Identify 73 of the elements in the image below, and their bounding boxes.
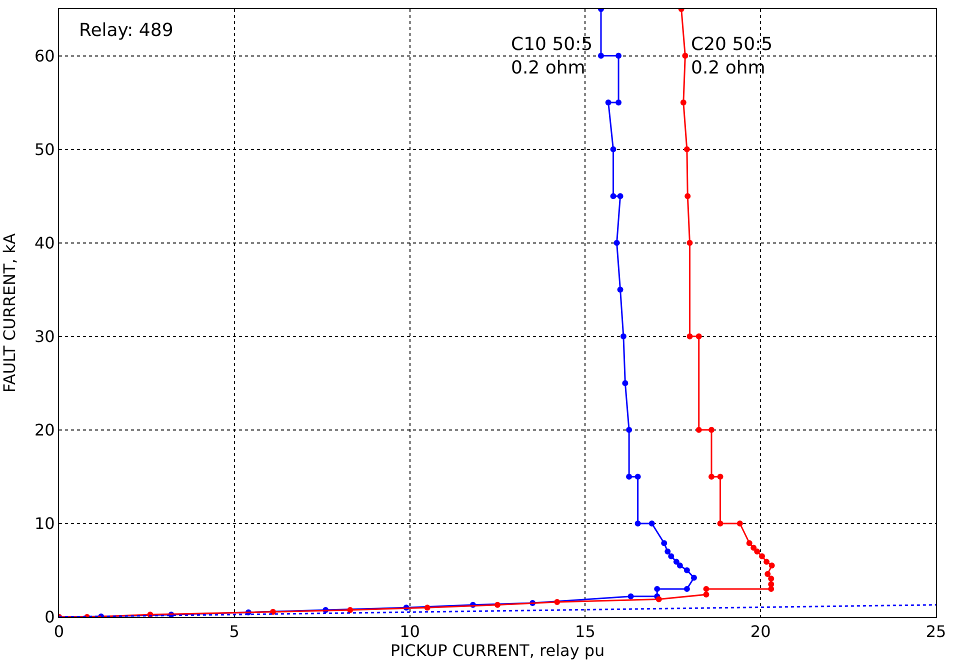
x-axis-title: PICKUP CURRENT, relay pu [390,641,605,660]
point [628,593,634,600]
point [684,193,691,200]
y-tick-label: 60 [34,46,55,66]
point [270,608,276,615]
point [661,540,668,546]
point [598,52,604,59]
point [768,581,774,588]
point [703,592,710,598]
point [610,193,616,200]
point [736,520,743,526]
point [620,333,626,340]
point [746,540,752,546]
point [768,576,774,582]
x-tick-label: 25 [926,622,946,642]
point [750,544,757,551]
point [494,602,500,608]
point [617,286,624,293]
annotation: Relay: 489 [79,20,174,41]
series-label: C20 50:5 0.2 ohm [691,34,773,78]
y-tick-label: 30 [34,326,55,346]
point [717,474,724,480]
point [424,604,430,611]
point [754,548,760,555]
point [764,570,771,577]
point [614,240,620,246]
point [634,474,641,480]
point [605,100,612,106]
point [622,380,628,386]
point [684,586,690,592]
point [684,146,690,152]
point [673,558,680,565]
point [690,574,697,581]
point [676,562,683,569]
point [617,193,624,200]
point [708,426,714,433]
point [680,100,686,106]
point [610,146,616,152]
point [703,586,710,592]
point [696,426,702,433]
point [686,333,693,340]
y-tick-label: 10 [34,514,55,534]
point [626,474,632,480]
point [616,100,622,106]
point [616,52,622,59]
y-tick-label: 0 [44,608,55,627]
point [654,586,660,592]
x-tick-label: 10 [400,622,420,642]
point [668,553,674,560]
y-tick-label: 50 [34,140,55,159]
y-tick-label: 40 [34,233,55,252]
point [626,426,632,433]
point [686,240,693,246]
point [682,52,688,59]
point [768,562,775,569]
point [684,567,690,574]
x-tick-label: 15 [575,622,596,642]
y-tick-label: 20 [34,420,55,440]
point [696,333,702,340]
point [664,548,671,555]
point [717,520,724,526]
x-tick-label: 20 [750,622,771,642]
y-axis-title: FAULT CURRENT, kA [0,233,19,393]
point [708,474,714,480]
series-label: C10 50:5 0.2 ohm [511,34,593,78]
point [554,599,560,606]
point [764,558,770,565]
x-tick-label: 5 [229,622,240,642]
point [634,520,641,526]
point [648,520,655,526]
point [656,596,662,602]
point [347,606,354,613]
point [759,553,765,560]
